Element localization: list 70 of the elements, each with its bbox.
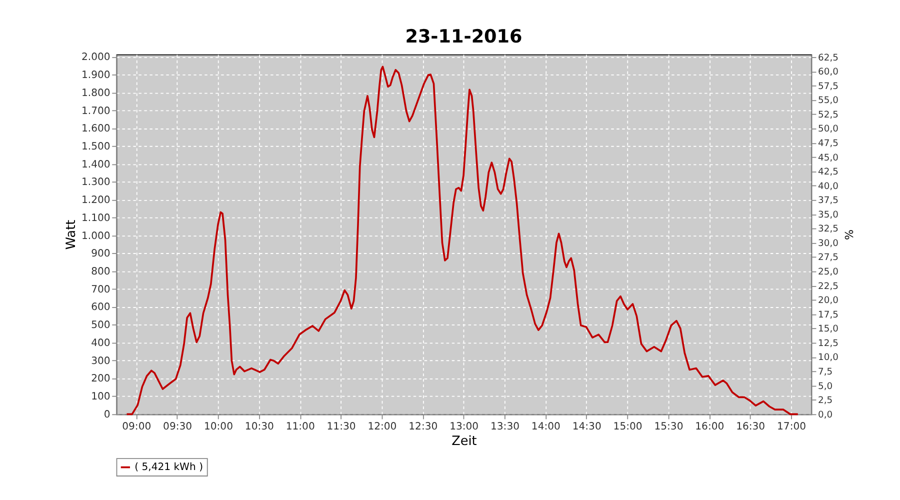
x-tick-label: 11:00 bbox=[286, 421, 315, 432]
y-tick-label: 1.300 bbox=[82, 177, 110, 188]
y2-tick-label: 57,5 bbox=[818, 82, 839, 92]
y-tick-label: 700 bbox=[91, 284, 110, 296]
y2-tick-label: 35,0 bbox=[818, 210, 839, 220]
y-axis-title: Watt bbox=[64, 220, 80, 250]
line-series bbox=[126, 66, 799, 416]
y-tick-label: 900 bbox=[91, 248, 110, 260]
x-tick-label: 10:30 bbox=[244, 421, 274, 432]
y-tick-label: 800 bbox=[91, 266, 110, 278]
y2-tick-label: 47,5 bbox=[818, 138, 839, 149]
y2-tick-label: 25,0 bbox=[818, 268, 839, 278]
y-tick-label: 1.700 bbox=[82, 106, 110, 117]
y2-tick-label: 27,5 bbox=[818, 253, 839, 264]
y2-tick-label: 10,0 bbox=[818, 353, 839, 364]
y-tick-label: 100 bbox=[91, 392, 110, 403]
y2-tick-label: 45,0 bbox=[818, 153, 839, 164]
legend-label: ( 5,421 kWh ) bbox=[134, 462, 204, 474]
y2-tick-label: 30,0 bbox=[818, 238, 839, 249]
y-tick-label: 300 bbox=[91, 356, 110, 367]
x-tick-label: 11:30 bbox=[326, 421, 356, 432]
y-tick-label: 1.400 bbox=[82, 159, 110, 170]
y-tick-label: 600 bbox=[91, 302, 110, 314]
x-axis-title: Zeit bbox=[452, 434, 477, 449]
x-tick-label: 16:00 bbox=[695, 421, 724, 432]
y2-tick-label: 40,0 bbox=[818, 182, 839, 192]
y-tick-label: 1.200 bbox=[82, 195, 110, 206]
y2-axis-title: % bbox=[842, 230, 855, 240]
y2-tick-label: 37,5 bbox=[818, 196, 839, 206]
y-tick-label: 1.800 bbox=[82, 88, 110, 99]
y2-tick-label: 62,5 bbox=[818, 53, 839, 64]
y2-tick-label: 42,5 bbox=[818, 168, 839, 178]
x-tick-label: 15:30 bbox=[654, 421, 684, 432]
x-tick-label: 14:30 bbox=[572, 421, 602, 432]
y-tick-label: 0 bbox=[104, 409, 110, 420]
y2-tick-label: 22,5 bbox=[818, 282, 839, 292]
y-tick-label: 200 bbox=[91, 374, 110, 385]
y-tick-label: 500 bbox=[91, 320, 110, 332]
y2-tick-label: 7,5 bbox=[818, 368, 833, 378]
y2-tick-label: 0,0 bbox=[818, 410, 833, 420]
y2-tick-label: 2,5 bbox=[818, 396, 833, 406]
y2-tick-label: 20,0 bbox=[818, 296, 839, 306]
y-tick-label: 1.600 bbox=[82, 124, 110, 135]
x-tick-label: 12:30 bbox=[408, 421, 438, 432]
y-tick-label: 400 bbox=[91, 338, 110, 349]
x-tick-label: 09:00 bbox=[122, 421, 152, 432]
y-tick-label: 1.100 bbox=[82, 212, 110, 224]
x-tick-label: 13:30 bbox=[490, 421, 520, 432]
x-tick-label: 16:30 bbox=[736, 421, 766, 432]
y-tick-label: 1.900 bbox=[82, 70, 110, 82]
x-tick-label: 17:00 bbox=[777, 421, 806, 432]
y2-tick-label: 60,0 bbox=[818, 68, 839, 78]
y2-tick-label: 12,5 bbox=[818, 338, 839, 349]
x-tick-label: 13:00 bbox=[450, 421, 479, 432]
x-tick-label: 12:00 bbox=[368, 421, 397, 432]
x-tick-label: 15:00 bbox=[613, 421, 642, 432]
y-tick-label: 1.500 bbox=[82, 142, 110, 153]
x-tick-label: 14:00 bbox=[531, 421, 560, 432]
chart-title: 23-11-2016 bbox=[405, 26, 522, 48]
y-tick-label: 1.000 bbox=[82, 230, 110, 242]
y2-tick-label: 15,0 bbox=[818, 324, 839, 335]
x-tick-label: 09:30 bbox=[163, 421, 192, 432]
y-tick-label: 2.000 bbox=[82, 52, 110, 64]
y2-tick-label: 32,5 bbox=[818, 224, 839, 235]
y2-tick-label: 5,0 bbox=[818, 382, 833, 392]
y2-tick-label: 50,0 bbox=[818, 124, 839, 135]
x-tick-label: 10:00 bbox=[204, 421, 233, 432]
y2-tick-label: 17,5 bbox=[818, 310, 839, 320]
y2-tick-label: 52,5 bbox=[818, 110, 839, 120]
y2-tick-label: 55,0 bbox=[818, 96, 839, 106]
